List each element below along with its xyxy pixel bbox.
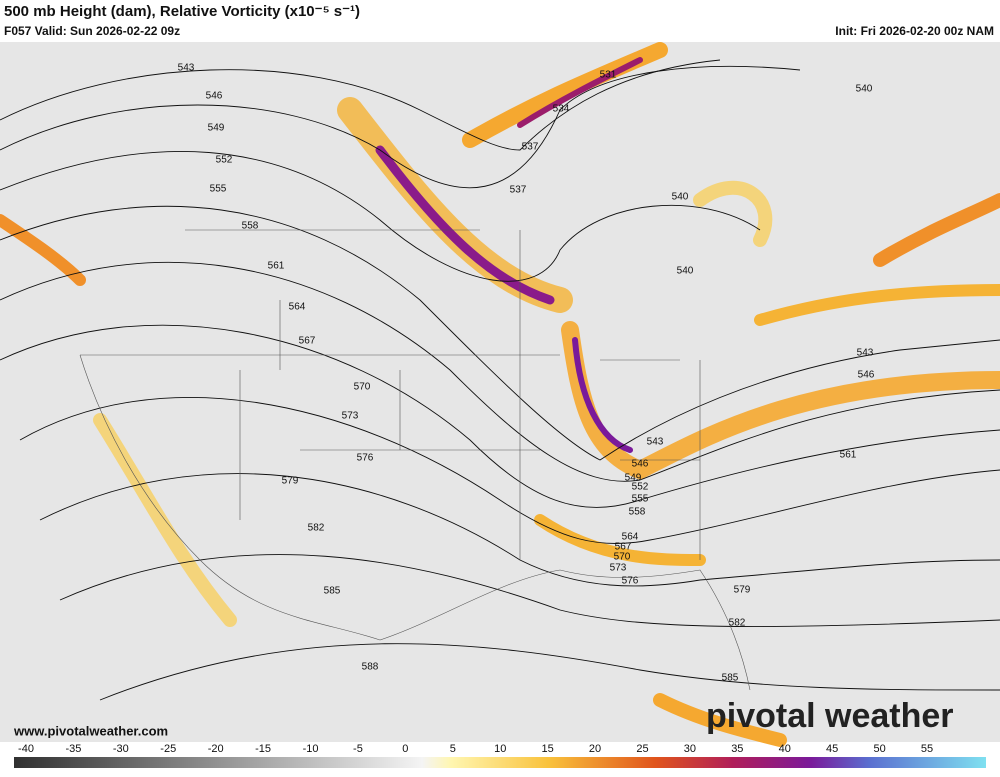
contour-label: 531 xyxy=(600,70,617,81)
colorbar-tick-label: -30 xyxy=(113,743,129,755)
colorbar-tick-label: 30 xyxy=(684,743,696,755)
contour-label: 564 xyxy=(289,302,306,313)
contour-label: 543 xyxy=(178,63,195,74)
colorbar-tick-label: -5 xyxy=(353,743,363,755)
contour-label: 573 xyxy=(342,411,359,422)
contour-label: 540 xyxy=(677,266,694,277)
website-url: www.pivotalweather.com xyxy=(13,723,168,738)
contour-label: 570 xyxy=(354,382,371,393)
title: 500 mb Height (dam), Relative Vorticity … xyxy=(4,3,360,20)
borders xyxy=(79,229,751,691)
contour-label: 552 xyxy=(216,155,233,166)
contour-label: 552 xyxy=(632,482,649,493)
colorbar-tick-label: 20 xyxy=(589,743,601,755)
contour-label: 573 xyxy=(610,563,627,574)
contour-label: 546 xyxy=(632,459,649,470)
colorbar-tick-label: 25 xyxy=(636,743,648,755)
valid-time: F057 Valid: Sun 2026-02-22 09z xyxy=(4,24,180,38)
contour-label: 585 xyxy=(324,586,341,597)
colorbar-tick-label: 10 xyxy=(494,743,506,755)
contour-label: 543 xyxy=(647,437,664,448)
contour-label: 579 xyxy=(734,585,751,596)
colorbar-tick-label: -40 xyxy=(18,743,34,755)
contour-label: 555 xyxy=(210,184,227,195)
colorbar-tick-label: -10 xyxy=(303,743,319,755)
contour-label: 576 xyxy=(622,576,639,587)
contour-label: 561 xyxy=(840,450,857,461)
contour-label: 576 xyxy=(357,453,374,464)
contour-label: 558 xyxy=(629,507,646,518)
contour-label: 537 xyxy=(510,185,527,196)
colorbar-tick-label: 35 xyxy=(731,743,743,755)
contour-label: 570 xyxy=(614,552,631,563)
colorbar-tick-label: -35 xyxy=(65,743,81,755)
contour-label: 585 xyxy=(722,673,739,684)
contour-label: 537 xyxy=(522,142,539,153)
colorbar-ticks: -40 -35 -30 -25 -20 -15 -10 -5 0 5 10 15 20 25 30 35 40 4… xyxy=(18,743,933,755)
contour-label: 546 xyxy=(206,91,223,102)
contour-label: 540 xyxy=(672,192,689,203)
contour-label: 549 xyxy=(625,473,642,484)
contour-label: 546 xyxy=(858,370,875,381)
colorbar xyxy=(14,757,986,768)
colorbar-tick-label: 5 xyxy=(450,743,456,755)
logo: pivotal weather xyxy=(706,697,954,735)
colorbar-tick-label: 50 xyxy=(873,743,885,755)
contour-label: 534 xyxy=(553,104,570,115)
contour-label: 555 xyxy=(632,494,649,505)
contour-label: 549 xyxy=(208,123,225,134)
contour-label: 558 xyxy=(242,221,259,232)
colorbar-tick-label: -25 xyxy=(160,743,176,755)
contour-label: 582 xyxy=(729,618,746,629)
colorbar-tick-label: -15 xyxy=(255,743,271,755)
colorbar-tick-label: 15 xyxy=(542,743,554,755)
height-contours xyxy=(0,59,1000,701)
contour-label: 582 xyxy=(308,523,325,534)
contour-label: 540 xyxy=(856,84,873,95)
contour-label: 579 xyxy=(282,476,299,487)
contour-label: 567 xyxy=(615,542,632,553)
contour-label: 564 xyxy=(622,532,639,543)
colorbar-tick-label: 40 xyxy=(779,743,791,755)
contour-label: 567 xyxy=(299,336,316,347)
vorticity-bands xyxy=(0,42,1000,747)
colorbar-tick-label: 0 xyxy=(402,743,408,755)
colorbar-tick-label: -20 xyxy=(208,743,224,755)
contour-labels: 5435465495525555585615645675705735765795… xyxy=(178,63,875,684)
contour-label: 543 xyxy=(857,348,874,359)
contour-label: 588 xyxy=(362,662,379,673)
init-time: Init: Fri 2026-02-20 00z NAM xyxy=(835,24,994,38)
map: 5435465495525555585615645675705735765795… xyxy=(0,42,1000,747)
colorbar-tick-label: 45 xyxy=(826,743,838,755)
colorbar-tick-label: 55 xyxy=(921,743,933,755)
contour-label: 561 xyxy=(268,261,285,272)
